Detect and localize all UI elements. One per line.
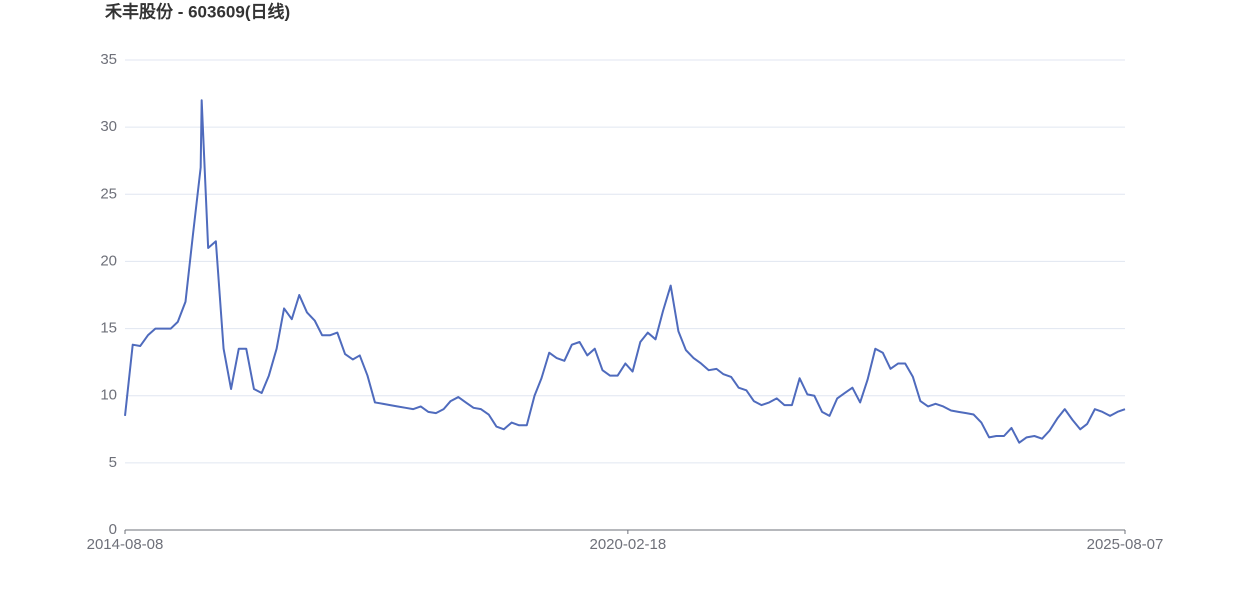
chart-title: 禾丰股份 - 603609(日线) (105, 1, 290, 21)
y-tick-label: 10 (100, 387, 117, 404)
x-tick-label: 2020-02-18 (589, 536, 666, 553)
y-tick-label: 25 (100, 185, 117, 202)
y-tick-label: 30 (100, 118, 117, 135)
y-tick-label: 15 (100, 320, 117, 337)
y-tick-label: 5 (109, 454, 117, 471)
y-tick-label: 35 (100, 51, 117, 68)
x-tick-label: 2025-08-07 (1087, 536, 1164, 553)
price-line (124, 99, 1126, 444)
x-tick-label: 2014-08-08 (87, 536, 164, 553)
y-tick-label: 20 (100, 252, 117, 269)
y-tick-label: 0 (109, 521, 117, 538)
